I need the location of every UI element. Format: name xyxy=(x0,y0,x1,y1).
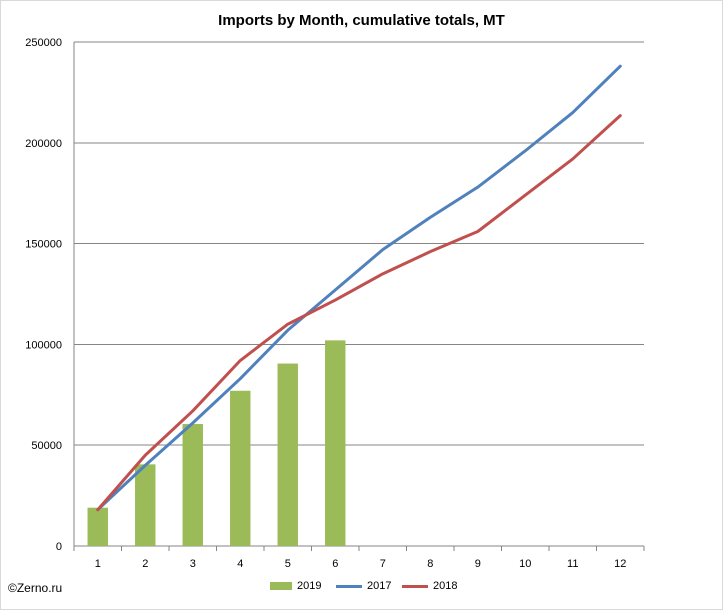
legend-swatch-2017 xyxy=(336,584,362,588)
bar-2019 xyxy=(87,507,108,546)
y-tick-label: 50000 xyxy=(31,440,62,452)
bar-2019 xyxy=(325,340,346,546)
legend-label-2019: 2019 xyxy=(297,580,322,592)
bar-2019 xyxy=(230,390,251,546)
line-series-2017 xyxy=(96,64,622,512)
legend-item-2018: 2018 xyxy=(402,580,457,592)
legend-label-2018: 2018 xyxy=(433,580,458,592)
x-tick-label: 9 xyxy=(475,558,481,570)
legend-item-2019: 2019 xyxy=(270,580,321,592)
x-tick-label: 6 xyxy=(332,558,338,570)
y-tick-label: 200000 xyxy=(25,138,62,150)
credit-text: ©Zerno.ru xyxy=(8,581,63,595)
x-tick-label: 3 xyxy=(190,558,196,570)
legend-swatch-2018 xyxy=(402,584,428,588)
x-tick-label: 7 xyxy=(380,558,386,570)
y-tick-label: 100000 xyxy=(25,339,62,351)
x-tick-label: 4 xyxy=(237,558,243,570)
y-tick-label: 250000 xyxy=(25,37,62,49)
bar-2019 xyxy=(277,363,298,546)
x-tick-label: 8 xyxy=(427,558,433,570)
y-tick-label: 0 xyxy=(56,541,62,553)
x-tick-label: 5 xyxy=(285,558,291,570)
chart-title: Imports by Month, cumulative totals, MT xyxy=(218,12,505,29)
y-tick-label: 150000 xyxy=(25,239,62,251)
legend-item-2017: 2017 xyxy=(336,580,391,592)
x-tick-label: 1 xyxy=(95,558,101,570)
bar-2019 xyxy=(135,464,156,546)
legend-label-2017: 2017 xyxy=(367,580,392,592)
legend: 2019 2017 2018 xyxy=(0,580,723,596)
legend-swatch-2019 xyxy=(270,582,292,590)
bar-2019 xyxy=(182,424,203,546)
x-tick-label: 11 xyxy=(567,558,578,570)
x-tick-label: 12 xyxy=(614,558,626,570)
line-series-2018 xyxy=(96,114,622,512)
x-tick-label: 10 xyxy=(519,558,531,570)
x-tick-label: 2 xyxy=(142,558,148,570)
